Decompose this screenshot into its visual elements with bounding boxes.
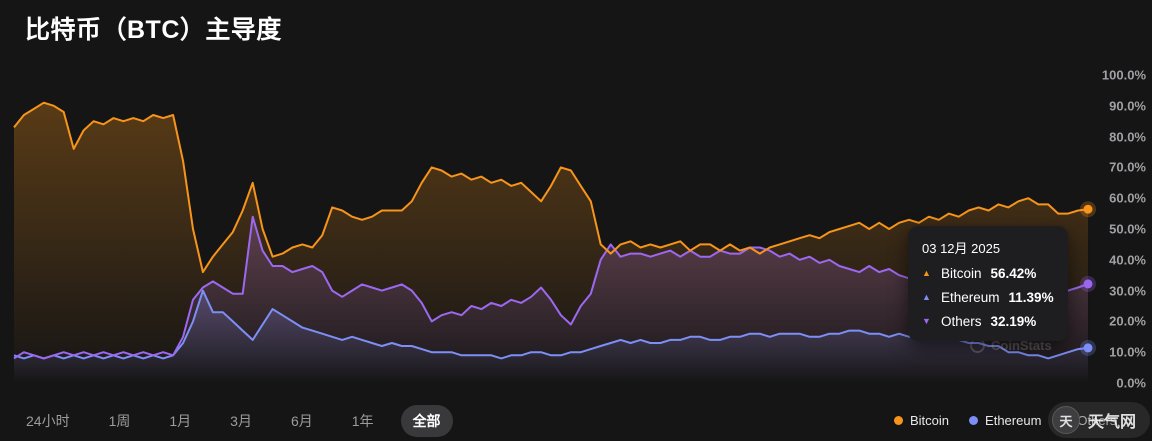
series-line-bitcoin	[13, 101, 1089, 274]
bottom-bar: 24小时 1周 1月 3月 6月 1年 全部	[0, 400, 1152, 441]
legend-label: Others	[1077, 413, 1117, 428]
tooltip-series-name: Others	[941, 314, 982, 329]
tooltip-series-name: Ethereum	[941, 290, 1000, 305]
y-axis-label: 40.0%	[1109, 252, 1146, 268]
y-axis-label: 60.0%	[1109, 190, 1146, 206]
series-end-dot-bitcoin	[1083, 204, 1093, 214]
y-axis-label: 100.0%	[1101, 67, 1146, 83]
legend-item-bitcoin[interactable]: Bitcoin	[894, 413, 949, 428]
legend-dot-icon	[894, 416, 903, 425]
range-button-6m[interactable]: 6月	[279, 405, 325, 437]
chart-end-dots	[1080, 201, 1096, 356]
dominance-chart[interactable]	[13, 75, 1096, 383]
site-watermark-text: 天气网	[1087, 414, 1136, 431]
time-range-selector: 24小时 1周 1月 3月 6月 1年 全部	[14, 404, 453, 437]
range-button-3m[interactable]: 3月	[218, 405, 264, 437]
y-axis-label: 30.0%	[1109, 283, 1146, 299]
tooltip-row-ethereum: ▲ Ethereum 11.39%	[922, 290, 1054, 305]
chart-area[interactable]	[13, 75, 1096, 383]
triangle-down-icon: ▼	[922, 316, 931, 326]
tooltip-series-value: 32.19%	[990, 314, 1037, 329]
triangle-up-icon: ▲	[922, 268, 931, 278]
chart-tooltip: 03 12月 2025 ▲ Bitcoin 56.42% ▲ Ethereum 11.39…	[908, 226, 1068, 341]
page-title: 比特币（BTC）主导度	[25, 16, 282, 44]
y-axis: 100.0% 90.0% 80.0% 70.0% 60.0% 50.0% 40.0% 30.0…	[1088, 68, 1150, 391]
range-button-1y[interactable]: 1年	[340, 405, 386, 437]
chart-legend: Bitcoin Ethereum Others	[894, 400, 1116, 441]
series-area-bitcoin	[14, 102, 1088, 383]
site-watermark: 天 天气网	[1047, 402, 1150, 438]
tooltip-series-value: 56.42%	[990, 266, 1037, 281]
y-axis-label: 80.0%	[1109, 129, 1146, 145]
range-button-24h[interactable]: 24小时	[14, 405, 82, 437]
tooltip-series-value: 11.39%	[1008, 290, 1054, 305]
range-button-1m[interactable]: 1月	[157, 405, 203, 437]
series-end-dot-others	[1083, 279, 1093, 289]
y-axis-label: 20.0%	[1109, 313, 1146, 329]
legend-item-ethereum[interactable]: Ethereum	[969, 413, 1041, 428]
range-button-1w[interactable]: 1周	[97, 405, 143, 437]
tooltip-row-bitcoin: ▲ Bitcoin 56.42%	[922, 266, 1054, 281]
y-axis-label: 50.0%	[1109, 221, 1146, 237]
y-axis-label: 70.0%	[1109, 159, 1146, 175]
y-axis-label: 90.0%	[1109, 98, 1146, 114]
legend-dot-icon	[969, 416, 979, 425]
y-axis-label: 10.0%	[1109, 344, 1146, 360]
tooltip-date: 03 12月 2025	[922, 241, 1001, 256]
triangle-up-icon: ▲	[922, 292, 931, 302]
tooltip-row-others: ▼ Others 32.19%	[922, 314, 1054, 329]
y-axis-label: 0.0%	[1116, 375, 1146, 391]
legend-label: Ethereum	[985, 413, 1042, 428]
site-logo-icon: 天	[1051, 406, 1080, 434]
range-button-all[interactable]: 全部	[400, 404, 453, 437]
legend-label: Bitcoin	[910, 413, 950, 428]
series-end-dot-ethereum	[1083, 343, 1093, 353]
tooltip-series-name: Bitcoin	[941, 266, 982, 281]
